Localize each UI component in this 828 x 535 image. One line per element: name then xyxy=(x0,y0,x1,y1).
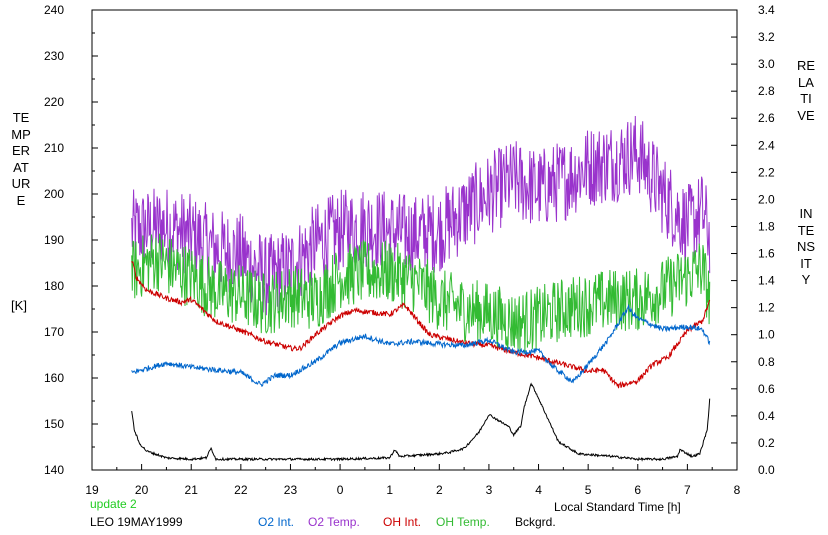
right-tick-label: 3.0 xyxy=(758,57,775,71)
x-tick-label: 20 xyxy=(135,483,149,497)
x-tick-label: 2 xyxy=(436,483,443,497)
left-axis-title: TEMPERATURE xyxy=(11,110,31,208)
right-tick-label: 3.4 xyxy=(758,3,775,17)
left-tick-label: 160 xyxy=(44,371,64,385)
left-tick-label: 210 xyxy=(44,141,64,155)
x-tick-label: 4 xyxy=(535,483,542,497)
right-tick-label: 0.4 xyxy=(758,409,775,423)
series-line-o2-int xyxy=(131,303,711,387)
station-date-label: LEO 19MAY1999 xyxy=(90,515,183,529)
right-axis-title-line2: INTENSITY xyxy=(796,206,816,287)
right-tick-label: 1.2 xyxy=(758,301,775,315)
right-tick-label: 1.8 xyxy=(758,219,775,233)
right-tick-label: 1.4 xyxy=(758,274,775,288)
left-tick-label: 200 xyxy=(44,187,64,201)
x-tick-label: 19 xyxy=(85,483,99,497)
series-line-bckgrd xyxy=(131,382,711,462)
right-tick-label: 0.0 xyxy=(758,463,775,477)
x-tick-label: 5 xyxy=(585,483,592,497)
left-tick-label: 220 xyxy=(44,95,64,109)
x-tick-label: 8 xyxy=(734,483,741,497)
right-tick-label: 2.8 xyxy=(758,84,775,98)
series-line-oh-int xyxy=(131,260,711,389)
x-tick-label: 22 xyxy=(234,483,248,497)
x-tick-label: 1 xyxy=(386,483,393,497)
left-tick-label: 170 xyxy=(44,325,64,339)
right-tick-label: 2.0 xyxy=(758,192,775,206)
left-axis-unit: [K] xyxy=(11,298,27,313)
x-tick-label: 0 xyxy=(337,483,344,497)
right-tick-label: 2.6 xyxy=(758,111,775,125)
x-axis-title: Local Standard Time [h] xyxy=(554,500,681,514)
left-tick-label: 180 xyxy=(44,279,64,293)
left-tick-label: 190 xyxy=(44,233,64,247)
right-axis-title-line1: RELATIVE xyxy=(796,58,816,123)
right-tick-label: 3.2 xyxy=(758,30,775,44)
right-tick-label: 0.6 xyxy=(758,382,775,396)
left-tick-label: 230 xyxy=(44,49,64,63)
legend-o2-int: O2 Int. xyxy=(258,515,295,529)
right-tick-label: 2.4 xyxy=(758,138,775,152)
left-tick-label: 140 xyxy=(44,463,64,477)
x-tick-label: 21 xyxy=(185,483,199,497)
legend-oh-int: OH Int. xyxy=(383,515,422,529)
update-label: update 2 xyxy=(90,497,137,511)
right-tick-label: 0.8 xyxy=(758,355,775,369)
x-tick-label: 23 xyxy=(284,483,298,497)
x-tick-label: 6 xyxy=(634,483,641,497)
legend-o2-temp: O2 Temp. xyxy=(308,515,360,529)
right-tick-label: 1.0 xyxy=(758,328,775,342)
right-tick-label: 2.2 xyxy=(758,165,775,179)
series-line-oh-temp xyxy=(131,233,711,353)
right-tick-label: 1.6 xyxy=(758,247,775,261)
legend-oh-temp: OH Temp. xyxy=(436,515,490,529)
left-tick-label: 150 xyxy=(44,417,64,431)
left-tick-label: 240 xyxy=(44,3,64,17)
x-tick-label: 3 xyxy=(486,483,493,497)
right-tick-label: 0.2 xyxy=(758,436,775,450)
series-line-o2-temp xyxy=(131,115,711,316)
legend-bckgrd: Bckgrd. xyxy=(515,515,556,529)
x-tick-label: 7 xyxy=(684,483,691,497)
